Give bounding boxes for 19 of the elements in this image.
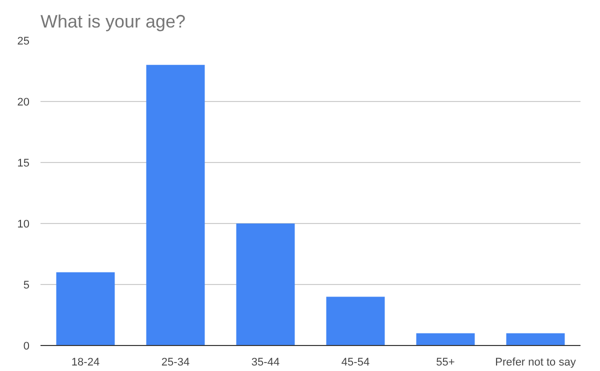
y-tick-label: 5 [23,280,30,292]
x-tick-label: 45-54 [341,356,370,368]
bar [236,224,295,346]
bar [146,64,205,346]
y-tick-label: 20 [17,96,30,108]
chart-title: What is your age? [40,12,186,32]
x-tick-label: 55+ [436,356,455,368]
y-tick-label: 25 [17,36,30,48]
x-tick-label: 35-44 [251,356,280,368]
x-tick-label: Prefer not to say [495,356,576,368]
y-tick-label: 15 [17,158,30,170]
x-tick-label: 25-34 [161,356,190,368]
x-tick-label: 18-24 [71,356,100,368]
bar [326,296,385,346]
y-tick-label: 0 [23,340,30,352]
y-tick-label: 10 [17,218,30,230]
bar [56,272,115,346]
bar [416,333,475,346]
bar [506,333,565,346]
